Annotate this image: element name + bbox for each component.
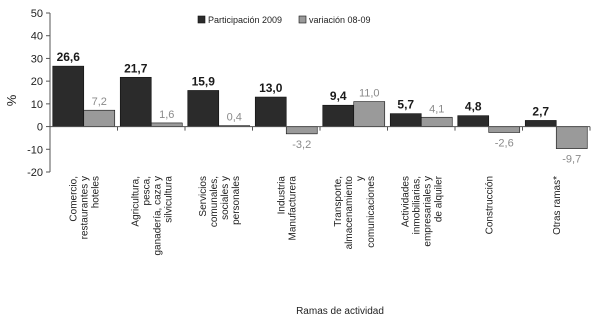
- bar-variacion: [353, 101, 386, 127]
- y-tick-label: 30: [31, 53, 43, 65]
- data-labels: 26,6 7,2 21,7 1,6 15,9 0,4 13,0 -3,2 9,4 11,0 5,7 4…: [57, 50, 582, 165]
- category-label-line: hoteles: [90, 176, 101, 208]
- bar-participacion: [187, 90, 220, 127]
- data-label: 11,0: [359, 88, 380, 100]
- bar-variacion: [555, 126, 588, 149]
- y-tick-label: -20: [27, 167, 43, 179]
- category-label: Transporte, almacenamiento y comunicaciones: [333, 176, 377, 250]
- bar-variacion: [83, 109, 116, 127]
- y-tick-label: 20: [31, 76, 43, 88]
- category-label-line: de alquiler: [433, 175, 444, 222]
- category-label-line: personales: [231, 176, 242, 225]
- y-axis: -20 -10 0 10 20 30 40 50: [27, 8, 51, 179]
- data-label: 2,7: [532, 104, 549, 118]
- data-label: 1,6: [159, 109, 174, 121]
- category-label: Comercio, restaurantes y hoteles: [68, 176, 101, 239]
- category-label-line: ganadería, caza y: [152, 176, 163, 256]
- bars: [52, 65, 588, 149]
- y-axis-label: %: [4, 94, 19, 106]
- category-label: Industria Manufacturera: [276, 176, 298, 241]
- bar-participacion: [457, 115, 490, 127]
- bar-participacion: [254, 96, 287, 127]
- category-label-line: pesca,: [141, 176, 152, 205]
- bar-participacion: [524, 120, 557, 127]
- category-label: Otras ramas*: [552, 176, 563, 235]
- category-label-line: restaurantes y: [79, 176, 90, 239]
- category-label-line: Servicios: [198, 176, 209, 217]
- category-label-line: comunales,: [209, 176, 220, 227]
- data-label: 21,7: [124, 61, 148, 75]
- bar-participacion: [322, 104, 355, 127]
- data-label: 5,7: [397, 98, 414, 112]
- data-label: -9,7: [562, 154, 581, 166]
- legend-label: variación 08-09: [309, 15, 371, 25]
- category-label-line: Agricultura,: [130, 176, 141, 227]
- data-label: -3,2: [292, 139, 311, 151]
- y-tick-label: 0: [37, 122, 43, 134]
- y-tick-label: -10: [27, 144, 43, 156]
- category-label-line: Comercio,: [68, 176, 79, 222]
- category-label-line: Industria: [276, 176, 287, 215]
- bar-participacion: [52, 65, 85, 127]
- bar-participacion: [119, 76, 152, 127]
- category-label: Actividades inmobiliarias, empresariales y…: [400, 175, 444, 246]
- category-label-line: Construcción: [484, 176, 495, 234]
- bar-participacion: [389, 113, 422, 127]
- category-label-line: y: [355, 176, 366, 181]
- data-label: 0,4: [227, 112, 242, 124]
- category-label: Construcción: [484, 176, 495, 234]
- legend-swatch-variacion: [298, 15, 307, 24]
- bar-variacion: [150, 122, 183, 127]
- category-label-line: empresariales y: [422, 176, 433, 247]
- category-label-line: inmobiliarias,: [411, 176, 422, 234]
- category-label-line: Transporte,: [333, 176, 344, 227]
- category-label-line: comunicaciones: [366, 176, 377, 248]
- data-label: 13,0: [259, 81, 283, 95]
- x-axis: Comercio, restaurantes y hoteles Agricultur…: [49, 126, 591, 256]
- data-label: 7,2: [92, 96, 107, 108]
- legend: Participación 2009 variación 08-09: [197, 15, 371, 25]
- y-tick-label: 50: [31, 8, 43, 20]
- category-label-line: Manufacturera: [287, 176, 298, 241]
- bar-variacion: [285, 126, 318, 135]
- category-label: Servicios comunales, sociales y personales: [198, 176, 242, 227]
- data-label: 15,9: [192, 74, 216, 88]
- y-tick-label: 40: [31, 31, 43, 43]
- data-label: -2,6: [495, 137, 514, 149]
- category-label-line: Otras ramas*: [552, 176, 563, 235]
- legend-swatch-participacion: [197, 15, 206, 24]
- y-tick-label: 10: [31, 99, 43, 111]
- category-label-line: almacenamiento: [344, 176, 355, 250]
- data-label: 4,1: [429, 103, 444, 115]
- category-label-line: silvicultura: [163, 176, 174, 223]
- x-axis-label: Ramas de actividad: [296, 306, 384, 317]
- bar-variacion: [488, 126, 521, 133]
- bar-variacion: [420, 116, 453, 127]
- data-label: 4,8: [465, 100, 482, 114]
- legend-label: Participación 2009: [208, 15, 282, 25]
- data-label: 26,6: [57, 50, 81, 64]
- category-label-line: sociales y: [220, 176, 231, 220]
- data-label: 9,4: [330, 89, 347, 103]
- category-label-line: Actividades: [400, 176, 411, 227]
- category-label: Agricultura, pesca, ganadería, caza y silvi…: [130, 176, 174, 256]
